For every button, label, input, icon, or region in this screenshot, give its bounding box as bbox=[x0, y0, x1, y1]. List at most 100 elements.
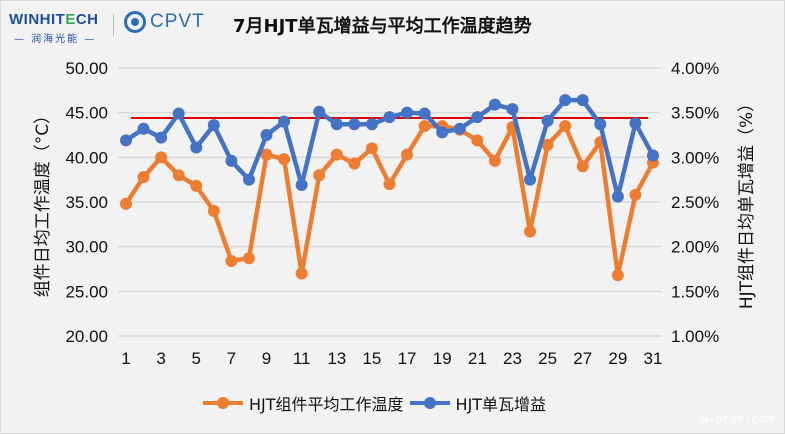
data-point[interactable] bbox=[647, 149, 659, 162]
legend-item-gain[interactable]: HJT单瓦增益 bbox=[409, 391, 546, 415]
x-tick-label: 29 bbox=[608, 349, 627, 368]
x-tick-label: 11 bbox=[293, 349, 311, 368]
data-point[interactable] bbox=[611, 269, 624, 282]
data-point[interactable] bbox=[225, 254, 238, 267]
data-point[interactable] bbox=[471, 134, 484, 147]
y-left-tick-label: 25.00 bbox=[65, 282, 108, 301]
data-point[interactable] bbox=[313, 105, 326, 118]
data-point[interactable] bbox=[172, 169, 185, 182]
legend-item-temperature[interactable]: HJT组件平均工作温度 bbox=[203, 391, 404, 415]
cpvt-logo-text: CPVT bbox=[150, 11, 205, 32]
x-tick-label: 7 bbox=[227, 349, 236, 368]
data-point[interactable] bbox=[155, 151, 168, 164]
data-point[interactable] bbox=[120, 197, 132, 210]
data-point[interactable] bbox=[365, 142, 378, 155]
data-point[interactable] bbox=[155, 131, 168, 144]
data-point[interactable] bbox=[348, 157, 361, 170]
data-point[interactable] bbox=[348, 118, 361, 131]
x-tick-label: 15 bbox=[362, 349, 381, 368]
logo-text-a: WINHIT bbox=[9, 11, 66, 28]
data-point[interactable] bbox=[418, 107, 431, 120]
y-axis-right-title: HJT组件日均单瓦增益（%） bbox=[737, 95, 757, 309]
winhitech-logo: WINHITECH bbox=[9, 11, 99, 28]
data-point[interactable] bbox=[295, 267, 308, 280]
data-point[interactable] bbox=[576, 94, 589, 107]
x-tick-label: 23 bbox=[503, 349, 522, 368]
y-right-tick-label: 3.00% bbox=[671, 148, 719, 167]
data-point[interactable] bbox=[559, 94, 572, 107]
data-point[interactable] bbox=[488, 98, 501, 111]
gridlines bbox=[118, 67, 661, 337]
data-point[interactable] bbox=[137, 122, 150, 135]
y-axis-right-ticks: 4.00% 3.50% 3.00% 2.50% 2.00% 1.50% 1.00% bbox=[671, 59, 719, 346]
data-point[interactable] bbox=[225, 154, 238, 167]
y-axis-left-ticks: 50.00 45.00 40.00 35.00 30.00 25.00 20.00 bbox=[65, 59, 108, 346]
data-point[interactable] bbox=[418, 120, 431, 133]
data-point[interactable] bbox=[207, 204, 220, 217]
data-point[interactable] bbox=[594, 118, 607, 131]
data-point[interactable] bbox=[260, 148, 273, 161]
data-point[interactable] bbox=[242, 173, 255, 186]
data-point[interactable] bbox=[190, 141, 203, 154]
x-tick-label: 3 bbox=[156, 349, 165, 368]
data-point[interactable] bbox=[330, 148, 343, 161]
data-point[interactable] bbox=[559, 120, 572, 133]
logo-text-b: CH bbox=[75, 11, 99, 28]
data-point[interactable] bbox=[313, 169, 326, 182]
data-point[interactable] bbox=[453, 122, 466, 135]
data-point[interactable] bbox=[278, 153, 291, 166]
y-left-tick-label: 40.00 bbox=[65, 148, 108, 167]
data-point[interactable] bbox=[190, 179, 203, 192]
data-point[interactable] bbox=[629, 117, 642, 130]
y-right-tick-label: 2.00% bbox=[671, 238, 719, 257]
data-point[interactable] bbox=[541, 138, 554, 151]
y-right-tick-label: 2.50% bbox=[671, 193, 719, 212]
data-point[interactable] bbox=[383, 178, 396, 191]
y-axis-left-title: 组件日均工作温度（°C） bbox=[33, 107, 53, 297]
x-tick-label: 1 bbox=[121, 349, 130, 368]
data-point[interactable] bbox=[365, 118, 378, 131]
data-point[interactable] bbox=[436, 126, 449, 139]
data-point[interactable] bbox=[242, 252, 255, 265]
data-point[interactable] bbox=[611, 190, 624, 203]
data-point[interactable] bbox=[524, 225, 537, 238]
series-gain bbox=[120, 94, 659, 203]
data-point[interactable] bbox=[260, 129, 273, 141]
data-point[interactable] bbox=[172, 107, 185, 120]
y-right-tick-label: 1.50% bbox=[671, 282, 719, 301]
data-point[interactable] bbox=[278, 115, 291, 128]
data-point[interactable] bbox=[488, 154, 501, 167]
data-point[interactable] bbox=[506, 103, 519, 116]
data-point[interactable] bbox=[383, 111, 396, 124]
y-left-tick-label: 35.00 bbox=[65, 193, 108, 212]
data-point[interactable] bbox=[401, 148, 414, 161]
cpvt-logo: CPVT bbox=[124, 11, 205, 33]
data-point[interactable] bbox=[295, 179, 308, 192]
legend-swatch-gain bbox=[409, 397, 450, 409]
x-axis-ticks: 1 3 5 7 9 11 13 15 17 19 21 23 25 27 29 31 bbox=[121, 349, 662, 368]
data-point[interactable] bbox=[471, 111, 484, 124]
data-point[interactable] bbox=[401, 106, 414, 119]
y-left-tick-label: 30.00 bbox=[65, 238, 108, 257]
y-left-tick-label: 20.00 bbox=[65, 327, 108, 346]
legend-label-temperature: HJT组件平均工作温度 bbox=[249, 395, 404, 414]
y-left-tick-label: 50.00 bbox=[65, 59, 108, 78]
legend-swatch-temperature bbox=[203, 397, 243, 409]
x-tick-label: 13 bbox=[327, 349, 346, 368]
data-point[interactable] bbox=[330, 118, 343, 131]
data-point[interactable] bbox=[207, 119, 220, 132]
data-point[interactable] bbox=[524, 173, 537, 186]
data-point[interactable] bbox=[629, 188, 642, 201]
x-tick-label: 9 bbox=[262, 349, 271, 368]
data-point[interactable] bbox=[541, 114, 554, 127]
y-right-tick-label: 3.50% bbox=[671, 104, 719, 123]
data-point[interactable] bbox=[576, 160, 589, 173]
data-point[interactable] bbox=[120, 134, 132, 147]
data-point[interactable] bbox=[137, 170, 150, 183]
y-left-tick-label: 45.00 bbox=[65, 104, 108, 123]
legend-marker-icon bbox=[217, 397, 229, 409]
x-tick-label: 19 bbox=[433, 349, 452, 368]
chart-legend: HJT组件平均工作温度 HJT单瓦增益 bbox=[203, 391, 552, 415]
